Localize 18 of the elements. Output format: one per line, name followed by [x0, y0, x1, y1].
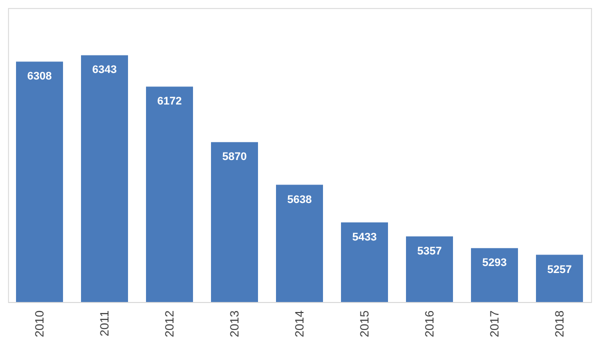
- x-tick-label: 2016: [422, 310, 436, 338]
- data-label: 6172: [157, 96, 182, 108]
- data-label: 5638: [287, 194, 312, 206]
- x-tick-label: 2013: [228, 310, 242, 338]
- x-tick-label: 2012: [162, 310, 177, 338]
- data-label: 5257: [547, 264, 572, 276]
- data-label: 5357: [417, 245, 442, 258]
- x-tick-label: 2011: [98, 310, 112, 336]
- data-label: 6308: [27, 70, 52, 83]
- x-tick-label: 2014: [292, 310, 306, 338]
- data-label: 6343: [92, 64, 117, 76]
- data-label: 5870: [222, 151, 247, 164]
- x-tick-label: 2018: [552, 310, 566, 338]
- x-tick-label: 2010: [32, 310, 47, 338]
- data-label: 5433: [352, 231, 377, 244]
- data-label: 5293: [482, 257, 507, 270]
- x-tick-label: 2015: [357, 310, 372, 338]
- x-tick-label: 2017: [487, 310, 502, 338]
